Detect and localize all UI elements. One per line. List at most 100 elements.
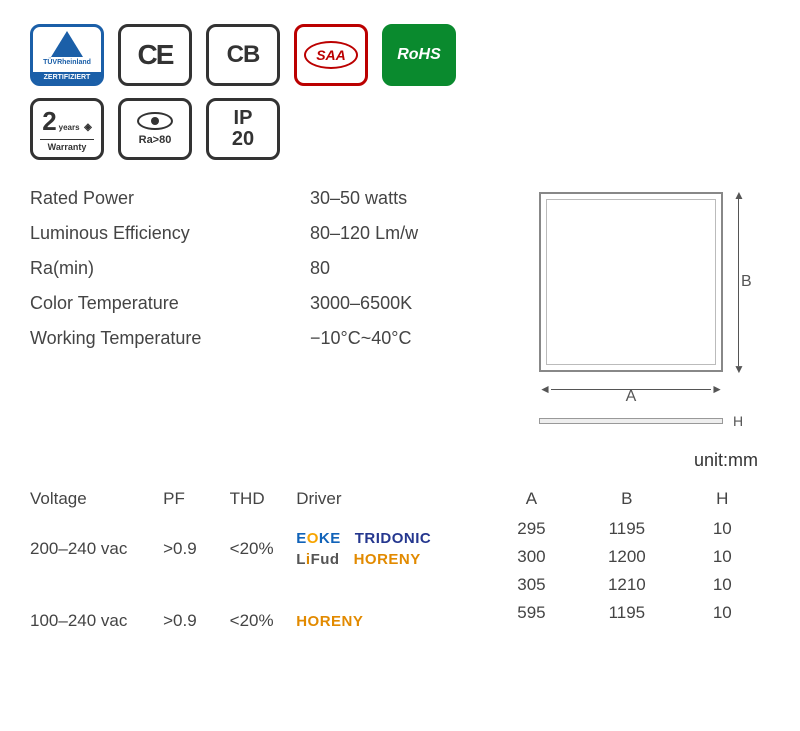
tuv-zert: ZERTIFIZIERT <box>33 72 101 83</box>
badge-label: SAA <box>316 47 346 63</box>
cell-pf: >0.9 <box>163 539 230 559</box>
cell-b: 1195 <box>579 603 674 623</box>
col-thd: THD <box>230 489 297 509</box>
table-row: 200–240 vac >0.9 <20% EOKE TRIDONIC LiFu… <box>30 527 474 571</box>
cell-a: 305 <box>484 575 579 595</box>
arrow-left-icon: ◄ <box>539 382 551 396</box>
col-h: H <box>675 489 770 509</box>
dim-b-label: B <box>741 273 752 291</box>
cell-voltage: 200–240 vac <box>30 539 163 559</box>
cell-thd: <20% <box>230 539 297 559</box>
panel-diagram: ◄ ► A ▲ ▼ B H <box>535 188 765 418</box>
driver-table: Voltage PF THD Driver 200–240 vac >0.9 <… <box>30 489 474 671</box>
logo-eoke: EOKE <box>296 530 341 547</box>
dimension-a: ◄ ► A <box>539 382 723 396</box>
spec-label: Ra(min) <box>30 258 310 279</box>
dimension-table: A B H 295119510 300120010 305121010 5951… <box>484 489 770 671</box>
badge-rohs: RoHS <box>382 24 456 86</box>
cell-h: 10 <box>675 547 770 567</box>
driver-logos: EOKE TRIDONIC LiFud HORENY <box>296 530 474 568</box>
eye-icon <box>137 112 173 130</box>
col-a: A <box>484 489 579 509</box>
badge-ce: CE <box>118 24 192 86</box>
table-row: 595119510 <box>484 603 770 623</box>
warranty-years-label: years <box>59 123 80 132</box>
spec-row: Working Temperature−10°C~40°C <box>30 328 530 349</box>
dimension-h: H <box>733 413 743 429</box>
cell-h: 10 <box>675 603 770 623</box>
cell-b: 1195 <box>579 519 674 539</box>
badge-label: CE <box>138 39 173 71</box>
diamond-icon <box>82 122 92 132</box>
spec-label: Color Temperature <box>30 293 310 314</box>
panel-front-icon <box>539 192 723 372</box>
col-b: B <box>579 489 674 509</box>
col-voltage: Voltage <box>30 489 163 509</box>
spec-row: Ra(min)80 <box>30 258 530 279</box>
ip-label-2: 20 <box>232 129 254 150</box>
cell-b: 1200 <box>579 547 674 567</box>
cell-h: 10 <box>675 519 770 539</box>
cell-a: 595 <box>484 603 579 623</box>
warranty-years-num: 2 <box>42 106 56 137</box>
spec-value: 80–120 Lm/w <box>310 223 418 244</box>
col-driver: Driver <box>296 489 474 509</box>
badge-saa: SAA <box>294 24 368 86</box>
dim-a-label: A <box>626 388 637 406</box>
ip-label-1: IP <box>234 108 253 129</box>
dimension-b: ▲ ▼ B <box>733 192 745 372</box>
logo-horeny: HORENY <box>354 551 421 568</box>
driver-logos: HORENY <box>296 613 474 630</box>
badge-ra: Ra>80 <box>118 98 192 160</box>
badge-warranty: 2 years Warranty <box>30 98 104 160</box>
logo-tridonic: TRIDONIC <box>355 530 432 547</box>
spec-row: Rated Power30–50 watts <box>30 188 530 209</box>
spec-label: Working Temperature <box>30 328 310 349</box>
table-header-row: A B H <box>484 489 770 509</box>
cell-voltage: 100–240 vac <box>30 611 163 631</box>
spec-row: Luminous Efficiency80–120 Lm/w <box>30 223 530 244</box>
unit-label: unit:mm <box>694 450 758 471</box>
spec-label: Luminous Efficiency <box>30 223 310 244</box>
panel-side-icon <box>539 418 723 424</box>
cell-pf: >0.9 <box>163 611 230 631</box>
logo-horeny: HORENY <box>296 613 363 630</box>
badge-label: CB <box>227 41 260 69</box>
arrow-right-icon: ► <box>711 382 723 396</box>
cell-a: 295 <box>484 519 579 539</box>
divider <box>40 139 94 140</box>
bottom-section: Voltage PF THD Driver 200–240 vac >0.9 <… <box>30 489 770 671</box>
table-row: 295119510 <box>484 519 770 539</box>
spec-list: Rated Power30–50 watts Luminous Efficien… <box>30 188 530 471</box>
spec-label: Rated Power <box>30 188 310 209</box>
table-row: 100–240 vac >0.9 <20% HORENY <box>30 599 474 643</box>
tuv-triangle-icon <box>51 31 83 57</box>
table-row: 300120010 <box>484 547 770 567</box>
cell-b: 1210 <box>579 575 674 595</box>
saa-ellipse-icon: SAA <box>304 41 358 69</box>
spec-value: −10°C~40°C <box>310 328 411 349</box>
cert-badges-row-1: TÜVRheinland ZERTIFIZIERT CE CB SAA RoHS <box>30 24 770 86</box>
cert-badges-row-2: 2 years Warranty Ra>80 IP 20 <box>30 98 770 160</box>
spec-row: Color Temperature3000–6500K <box>30 293 530 314</box>
spec-value: 3000–6500K <box>310 293 412 314</box>
diagram-column: ◄ ► A ▲ ▼ B H unit:mm <box>530 188 770 471</box>
badge-tuv: TÜVRheinland ZERTIFIZIERT <box>30 24 104 86</box>
spec-value: 80 <box>310 258 330 279</box>
col-pf: PF <box>163 489 230 509</box>
cell-thd: <20% <box>230 611 297 631</box>
cell-a: 300 <box>484 547 579 567</box>
cell-h: 10 <box>675 575 770 595</box>
spec-value: 30–50 watts <box>310 188 407 209</box>
mid-section: Rated Power30–50 watts Luminous Efficien… <box>30 188 770 471</box>
table-header-row: Voltage PF THD Driver <box>30 489 474 509</box>
dim-h-label: H <box>733 413 743 429</box>
logo-lifud: LiFud <box>296 551 339 568</box>
badge-label: RoHS <box>397 46 441 64</box>
badge-label: Ra>80 <box>139 134 172 146</box>
badge-label: TÜVRheinland <box>43 59 91 66</box>
badge-ip: IP 20 <box>206 98 280 160</box>
badge-cb: CB <box>206 24 280 86</box>
warranty-label: Warranty <box>48 142 87 152</box>
table-row: 305121010 <box>484 575 770 595</box>
